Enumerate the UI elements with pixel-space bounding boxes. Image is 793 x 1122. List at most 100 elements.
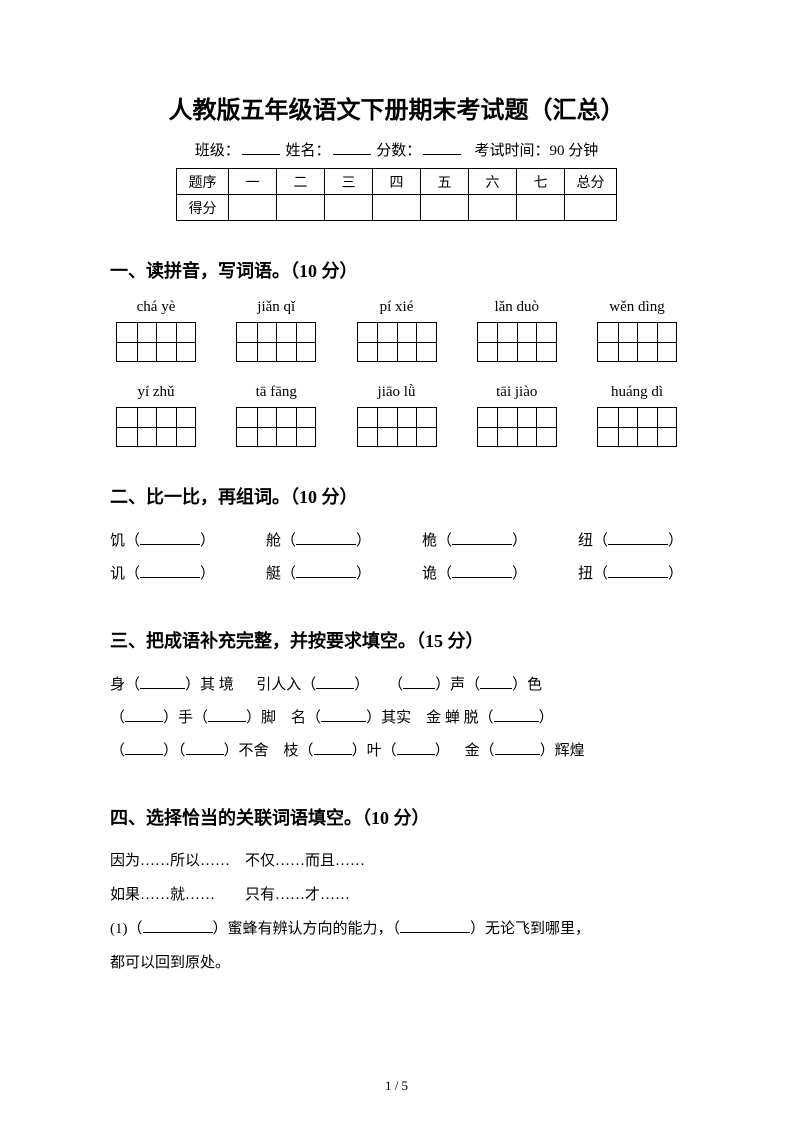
score-blank[interactable] <box>423 141 461 155</box>
fill-blank[interactable] <box>314 741 352 755</box>
name-blank[interactable] <box>333 141 371 155</box>
pinyin-label: tā fāng <box>230 384 322 401</box>
section-3-body: 身（）其 境 引人入（） （）声（）色 （）手（）脚 名（）其实 金 蝉 脱（）… <box>110 669 683 768</box>
class-label: 班级： <box>195 143 240 159</box>
q2-close: ） <box>512 533 527 549</box>
fill-blank[interactable] <box>140 675 185 689</box>
score-value-cell[interactable] <box>229 195 277 221</box>
q4-text: ）无论飞到哪里， <box>470 921 590 937</box>
score-value-cell[interactable] <box>325 195 373 221</box>
tianzi-box[interactable] <box>597 407 677 447</box>
pinyin-label: huáng dì <box>591 384 683 401</box>
score-header-row: 题序 一 二 三 四 五 六 七 总分 <box>177 169 617 195</box>
score-value-cell[interactable] <box>373 195 421 221</box>
fill-blank[interactable] <box>186 741 224 755</box>
q4-options-1: 因为……所以…… 不仅……而且…… <box>110 846 683 876</box>
fill-blank[interactable] <box>125 708 163 722</box>
fill-blank[interactable] <box>400 919 470 933</box>
q2-close: ） <box>356 533 371 549</box>
q4-text: ）蜜蜂有辨认方向的能力，（ <box>213 921 401 937</box>
pinyin-label: wěn dìng <box>591 299 683 316</box>
q3-text: ）色 <box>512 677 542 693</box>
fill-blank[interactable] <box>321 708 366 722</box>
score-value-cell[interactable] <box>565 195 617 221</box>
score-header-cell: 七 <box>517 169 565 195</box>
pinyin-label: lǎn duò <box>471 299 563 316</box>
pinyin-item: tāi jiào <box>471 384 563 447</box>
score-header-cell: 二 <box>277 169 325 195</box>
q3-text: ） <box>354 677 369 693</box>
fill-blank[interactable] <box>452 564 512 578</box>
tianzi-box[interactable] <box>357 407 437 447</box>
q3-text: 身（ <box>110 677 140 693</box>
q3-text: ）不舍 <box>224 743 269 759</box>
score-value-cell[interactable] <box>277 195 325 221</box>
q3-text: 金（ <box>465 743 495 759</box>
pinyin-label: pí xié <box>351 299 443 316</box>
fill-blank[interactable] <box>208 708 246 722</box>
pinyin-label: yí zhǔ <box>110 384 202 401</box>
score-value-row: 得分 <box>177 195 617 221</box>
fill-blank[interactable] <box>397 741 435 755</box>
q2-close: ） <box>668 566 683 582</box>
fill-blank[interactable] <box>403 675 435 689</box>
score-value-cell[interactable] <box>469 195 517 221</box>
tianzi-box[interactable] <box>597 322 677 362</box>
score-value-cell[interactable] <box>517 195 565 221</box>
q2-char: 舱（ <box>266 533 296 549</box>
score-header-cell: 总分 <box>565 169 617 195</box>
score-table: 题序 一 二 三 四 五 六 七 总分 得分 <box>176 168 617 221</box>
q3-text: 金 蝉 脱（ <box>426 710 494 726</box>
q3-text: 引人入（ <box>256 677 316 693</box>
q2-char: 扭（ <box>578 566 608 582</box>
q2-char: 纽（ <box>578 533 608 549</box>
name-label: 姓名： <box>285 143 330 159</box>
score-header-cell: 三 <box>325 169 373 195</box>
pinyin-label: chá yè <box>110 299 202 316</box>
fill-blank[interactable] <box>316 675 354 689</box>
fill-blank[interactable] <box>452 531 512 545</box>
q2-char: 诡（ <box>422 566 452 582</box>
q4-options-2: 如果……就…… 只有……才…… <box>110 880 683 910</box>
q3-text: （ <box>110 710 125 726</box>
pinyin-item: huáng dì <box>591 384 683 447</box>
q2-close: ） <box>668 533 683 549</box>
pinyin-item: lǎn duò <box>471 299 563 362</box>
pinyin-label: jiǎn qǐ <box>230 299 322 316</box>
q3-text: （ <box>388 677 403 693</box>
fill-blank[interactable] <box>495 741 540 755</box>
fill-blank[interactable] <box>608 564 668 578</box>
fill-blank[interactable] <box>296 564 356 578</box>
q3-text: 枝（ <box>284 743 314 759</box>
class-blank[interactable] <box>242 141 280 155</box>
pinyin-label: jiāo lǜ <box>351 384 443 401</box>
q3-text: 名（ <box>291 710 321 726</box>
pinyin-block: chá yè jiǎn qǐ pí xié lǎn duò wěn dìng y… <box>110 299 683 447</box>
q3-text: ）（ <box>163 743 186 759</box>
tianzi-box[interactable] <box>357 322 437 362</box>
q2-char: 饥（ <box>110 533 140 549</box>
fill-blank[interactable] <box>480 675 512 689</box>
tianzi-box[interactable] <box>116 322 196 362</box>
pinyin-item: yí zhǔ <box>110 384 202 447</box>
fill-blank[interactable] <box>494 708 539 722</box>
fill-blank[interactable] <box>125 741 163 755</box>
tianzi-box[interactable] <box>116 407 196 447</box>
score-value-cell[interactable] <box>421 195 469 221</box>
q3-text: ） <box>435 743 450 759</box>
pinyin-label: tāi jiào <box>471 384 563 401</box>
q3-text: ）其 境 <box>185 677 234 693</box>
q2-close: ） <box>200 533 215 549</box>
tianzi-box[interactable] <box>477 407 557 447</box>
fill-blank[interactable] <box>608 531 668 545</box>
fill-blank[interactable] <box>143 919 213 933</box>
section-2-body: 饥（） 舱（） 桅（） 纽（） 讥（） 艇（） 诡（） 扭（） <box>110 525 683 591</box>
tianzi-box[interactable] <box>236 407 316 447</box>
section-4-body: 因为……所以…… 不仅……而且…… 如果……就…… 只有……才…… (1)（）蜜… <box>110 846 683 978</box>
fill-blank[interactable] <box>140 531 200 545</box>
fill-blank[interactable] <box>296 531 356 545</box>
score-header-cell: 四 <box>373 169 421 195</box>
tianzi-box[interactable] <box>477 322 557 362</box>
fill-blank[interactable] <box>140 564 200 578</box>
tianzi-box[interactable] <box>236 322 316 362</box>
